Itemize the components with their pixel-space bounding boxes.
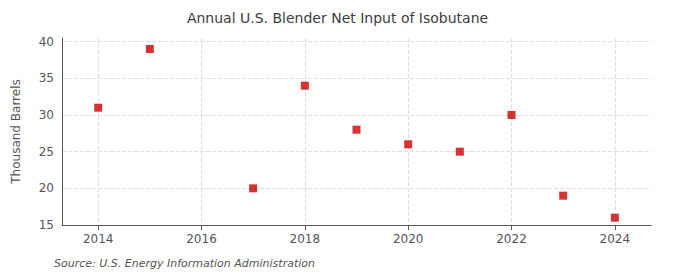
svg-text:Source: U.S. Energy Informatio: Source: U.S. Energy Information Administ… <box>54 257 315 270</box>
svg-text:35: 35 <box>39 71 54 85</box>
svg-text:2014: 2014 <box>83 232 114 246</box>
svg-text:2016: 2016 <box>186 232 217 246</box>
svg-text:Annual U.S. Blender Net Input: Annual U.S. Blender Net Input of Isobuta… <box>187 10 488 26</box>
svg-text:40: 40 <box>39 35 54 49</box>
svg-text:20: 20 <box>39 181 54 195</box>
svg-text:Thousand Barrels: Thousand Barrels <box>9 79 23 184</box>
svg-text:2018: 2018 <box>290 232 321 246</box>
svg-text:15: 15 <box>39 218 54 232</box>
svg-text:2024: 2024 <box>600 232 631 246</box>
svg-text:25: 25 <box>39 145 54 159</box>
svg-text:2020: 2020 <box>393 232 424 246</box>
svg-text:30: 30 <box>39 108 54 122</box>
svg-text:2022: 2022 <box>496 232 527 246</box>
